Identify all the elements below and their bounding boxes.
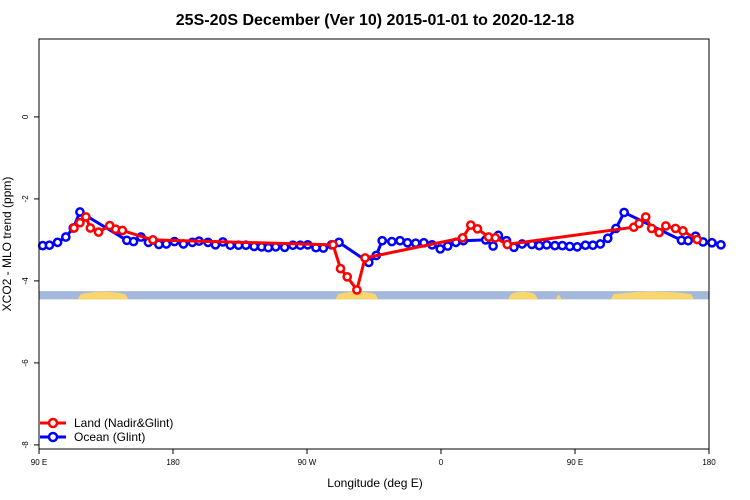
land-line	[72, 215, 698, 292]
land-band-segment	[555, 291, 562, 300]
land-point	[678, 226, 688, 236]
y-axis: 0 -2 -4 -6 -8	[21, 114, 39, 448]
ocean-point	[402, 237, 413, 248]
x-axis-label: Longitude (deg E)	[327, 476, 422, 490]
land-point	[472, 223, 483, 234]
x-tick-label: 0	[439, 458, 444, 467]
land-point	[75, 217, 85, 228]
land-point	[634, 218, 644, 229]
land-point	[457, 233, 468, 243]
ocean-point	[534, 240, 545, 251]
land-point	[502, 239, 513, 250]
ocean-point	[707, 237, 717, 248]
x-tick-label: 180	[166, 458, 180, 467]
y-tick-label: -2	[21, 195, 30, 203]
surface-band	[39, 291, 709, 300]
land-band-segment	[77, 291, 129, 300]
chart-title: 25S-20S December (Ver 10) 2015-01-01 to …	[176, 12, 575, 29]
ocean-point	[395, 235, 405, 246]
y-tick-label: 0	[21, 114, 30, 119]
land-point	[692, 234, 702, 245]
y-tick-label: -4	[21, 277, 30, 285]
legend-ocean-marker	[47, 431, 59, 443]
legend-land-label: Land (Nadir&Glint)	[74, 416, 173, 430]
ocean-point	[442, 241, 453, 251]
legend-ocean-label: Ocean (Glint)	[74, 430, 145, 444]
land-band-segment	[610, 291, 695, 300]
land-point	[660, 221, 671, 231]
legend: Land (Nadir&Glint) Ocean (Glint)	[40, 416, 173, 444]
land-point	[646, 223, 657, 234]
x-tick-label: 90 E	[567, 458, 583, 467]
legend-item-ocean: Ocean (Glint)	[40, 430, 145, 444]
land-point	[335, 263, 346, 274]
land-point	[69, 223, 79, 233]
ocean-point	[75, 207, 85, 217]
land-point	[640, 212, 651, 222]
ocean-point	[550, 240, 560, 251]
legend-land-marker	[47, 417, 59, 429]
land-point	[342, 271, 353, 282]
y-tick-label: -6	[21, 359, 30, 367]
ocean-point	[128, 236, 139, 247]
land-point	[670, 223, 681, 234]
ocean-point	[52, 237, 63, 248]
series-land-nadir-glint	[69, 212, 702, 295]
ocean-point	[387, 236, 397, 247]
ocean-point	[377, 235, 388, 246]
land-point	[352, 285, 362, 295]
y-tick-label: -8	[21, 441, 30, 449]
ocean-point	[557, 240, 568, 251]
y-axis-label: XCO2 - MLO trend (ppm)	[0, 177, 14, 312]
land-point	[490, 233, 501, 243]
x-tick-label: 90 E	[31, 458, 47, 467]
ocean-point	[683, 235, 694, 246]
land-point	[93, 227, 104, 237]
land-point	[654, 227, 664, 238]
ocean-point	[572, 242, 583, 252]
ocean-point	[716, 239, 726, 250]
land-band-segment	[508, 291, 538, 300]
ocean-point	[619, 207, 629, 218]
ocean-point	[488, 241, 498, 251]
ocean-point	[435, 244, 446, 254]
ocean-point	[564, 241, 575, 252]
ocean-point	[60, 232, 71, 242]
ocean-point	[541, 239, 552, 250]
ocean-point	[44, 240, 55, 251]
land-point	[85, 223, 96, 233]
ocean-point	[580, 240, 591, 251]
plot-frame	[38, 38, 710, 450]
land-point	[328, 239, 338, 250]
land-point	[360, 253, 370, 263]
ocean-point	[602, 233, 613, 244]
ocean-point	[263, 242, 274, 253]
land-band-segment	[335, 291, 379, 300]
ocean-point	[588, 240, 598, 251]
legend-item-land: Land (Nadir&Glint)	[40, 416, 173, 430]
x-axis: 90 E 180 90 W 0 90 E 180	[31, 449, 716, 467]
land-point	[117, 225, 128, 236]
x-tick-label: 180	[702, 458, 716, 467]
land-point	[148, 235, 158, 245]
x-tick-label: 90 W	[298, 458, 317, 467]
land-point	[81, 212, 91, 222]
ocean-point	[595, 239, 606, 249]
